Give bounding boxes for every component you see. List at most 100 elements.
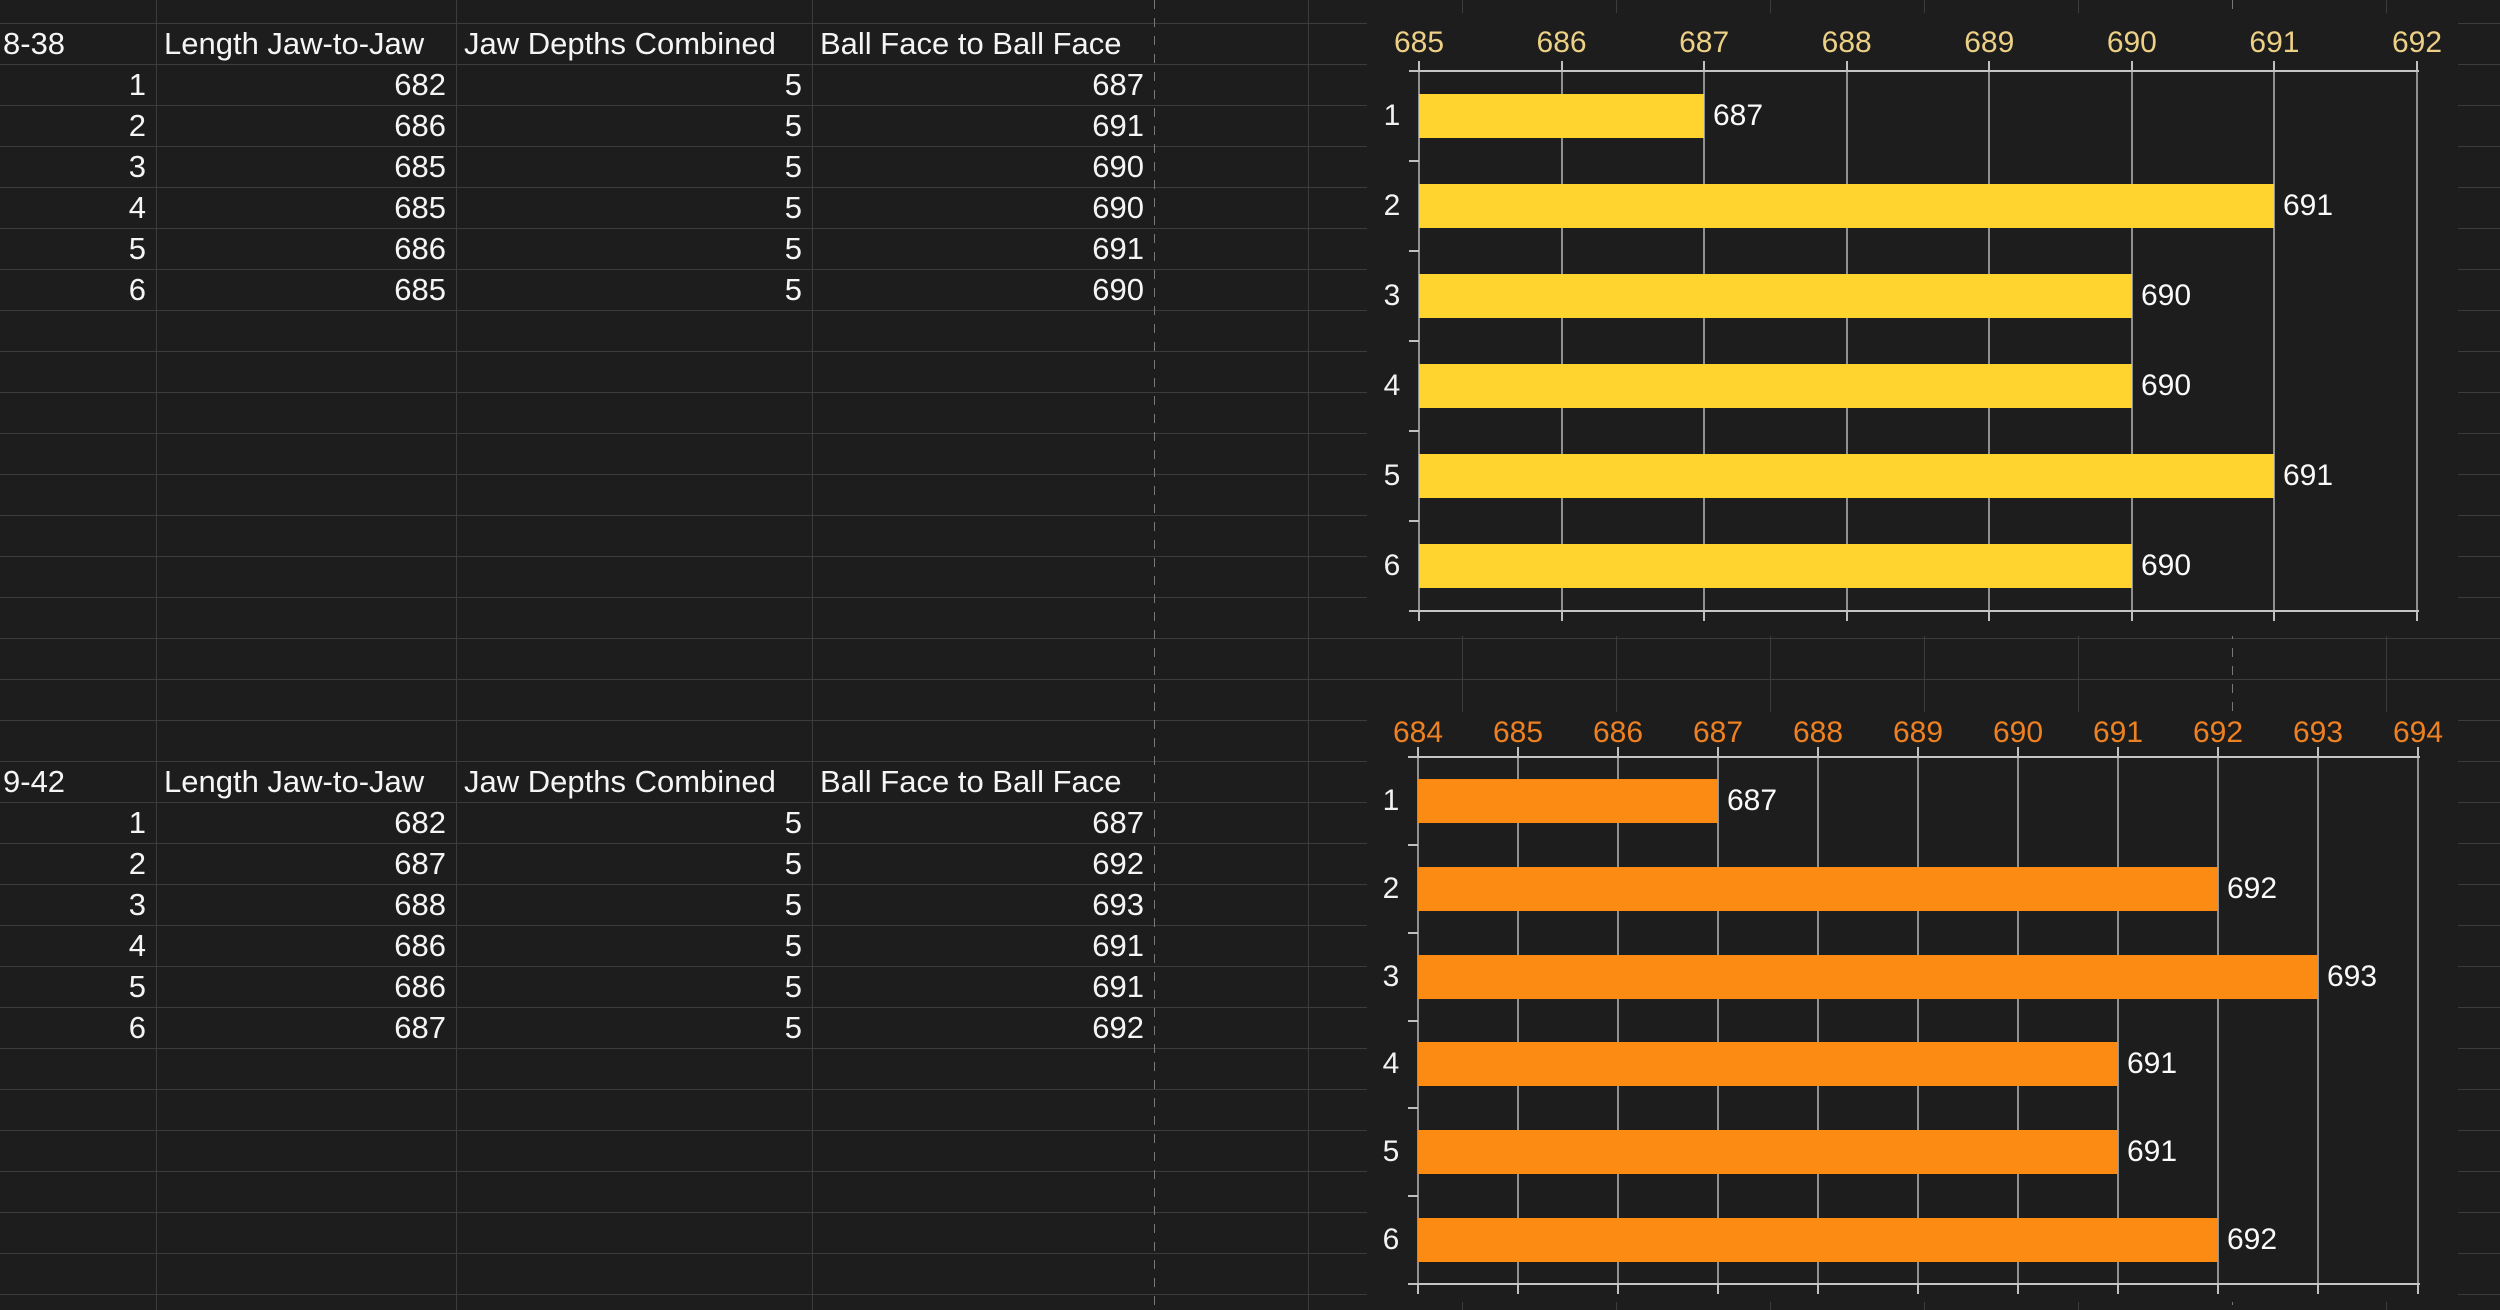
bar-value-label: 690: [2141, 279, 2192, 312]
grid-line: [0, 1294, 2500, 1295]
chart-grid-line: [2416, 71, 2418, 611]
y-axis-tick: [1408, 931, 1418, 934]
cell[interactable]: 5: [784, 928, 802, 963]
x-axis-tick: [1703, 611, 1706, 621]
cell[interactable]: 5: [784, 272, 802, 307]
cell[interactable]: 6: [128, 272, 146, 307]
x-axis-line: [1419, 70, 2419, 72]
cell[interactable]: 685: [394, 272, 446, 307]
cell[interactable]: 5: [128, 231, 146, 266]
bar-category-5[interactable]: [1418, 1130, 2118, 1174]
cell[interactable]: 691: [1092, 928, 1144, 963]
cell[interactable]: 685: [394, 149, 446, 184]
cell[interactable]: 687: [394, 1010, 446, 1045]
x-axis-tick: [1517, 1284, 1519, 1294]
cell[interactable]: 5: [128, 969, 146, 1004]
cell[interactable]: 691: [1092, 969, 1144, 1004]
grid-line: [1616, 0, 1617, 1310]
y-axis-tick: [1409, 430, 1419, 432]
bar-category-4[interactable]: [1418, 1042, 2118, 1086]
x-axis-tick-label: 690: [1992, 716, 2044, 749]
column-header[interactable]: Length Jaw-to-Jaw: [164, 26, 425, 61]
bar-category-6[interactable]: [1419, 544, 2132, 588]
cell[interactable]: 692: [1092, 1010, 1144, 1045]
cell[interactable]: 686: [394, 231, 446, 266]
cell[interactable]: 3: [128, 149, 146, 184]
cell[interactable]: 5: [784, 1010, 802, 1045]
grid-line: [0, 1212, 2500, 1213]
cell[interactable]: 5: [784, 231, 802, 266]
cell[interactable]: 682: [394, 67, 446, 102]
cell[interactable]: 686: [394, 969, 446, 1004]
grid-line: [0, 1130, 2500, 1131]
bar-category-3[interactable]: [1419, 274, 2132, 318]
column-header[interactable]: Ball Face to Ball Face: [820, 26, 1122, 61]
table-title[interactable]: 9-42: [3, 764, 66, 799]
category-label: 2: [1383, 189, 1401, 222]
cell[interactable]: 3: [128, 887, 146, 922]
bar-category-6[interactable]: [1418, 1218, 2218, 1262]
column-header[interactable]: Jaw Depths Combined: [464, 26, 776, 61]
cell[interactable]: 690: [1092, 149, 1144, 184]
bar-category-2[interactable]: [1418, 867, 2218, 911]
cell[interactable]: 1: [128, 67, 146, 102]
cell[interactable]: 693: [1092, 887, 1144, 922]
cell[interactable]: 690: [1092, 190, 1144, 225]
bar-category-5[interactable]: [1419, 454, 2274, 498]
bar-category-2[interactable]: [1419, 184, 2274, 228]
category-label: 1: [1382, 783, 1400, 817]
x-axis-tick: [2017, 1284, 2019, 1294]
chart-grid-line: [2417, 757, 2419, 1284]
grid-line: [0, 269, 2500, 270]
cell[interactable]: 6: [128, 1010, 146, 1045]
chart-grid-line: [1617, 757, 1619, 1284]
category-label: 5: [1383, 459, 1401, 492]
cell[interactable]: 4: [128, 928, 146, 963]
bar-category-1[interactable]: [1418, 779, 1718, 823]
cell[interactable]: 688: [394, 887, 446, 922]
cell[interactable]: 5: [784, 190, 802, 225]
bar-chart-bottom[interactable]: 684 685 686 687 688 689 690 691 692 693 694 1 687 2 69…: [1367, 712, 2458, 1302]
x-axis-tick: [2117, 747, 2119, 757]
table-title[interactable]: 8-38: [3, 26, 66, 61]
cell[interactable]: 2: [128, 846, 146, 881]
cell[interactable]: 4: [128, 190, 146, 225]
x-axis-tick: [1988, 611, 1991, 621]
cell[interactable]: 687: [394, 846, 446, 881]
cell[interactable]: 686: [394, 928, 446, 963]
cell[interactable]: 5: [784, 887, 802, 922]
cell[interactable]: 692: [1092, 846, 1144, 881]
x-axis-tick: [2273, 611, 2276, 621]
cell[interactable]: 5: [784, 846, 802, 881]
cell[interactable]: 1: [128, 805, 146, 840]
cell[interactable]: 687: [1092, 67, 1144, 102]
grid-line: [0, 925, 2500, 926]
bar-chart-top[interactable]: 685 686 687 688 689 690 691 692 1 687 2 691 3 690 4 690…: [1367, 13, 2458, 636]
y-axis-tick: [1408, 1283, 1418, 1285]
bar-value-label: 690: [2141, 549, 2192, 582]
cell[interactable]: 691: [1092, 108, 1144, 143]
y-axis-tick: [1409, 520, 1419, 522]
column-header[interactable]: Jaw Depths Combined: [464, 764, 776, 799]
bar-value-label: 690: [2141, 369, 2192, 402]
column-header[interactable]: Ball Face to Ball Face: [820, 764, 1122, 799]
cell[interactable]: 685: [394, 190, 446, 225]
cell[interactable]: 5: [784, 67, 802, 102]
cell[interactable]: 682: [394, 805, 446, 840]
cell[interactable]: 686: [394, 108, 446, 143]
cell[interactable]: 5: [784, 108, 802, 143]
column-header[interactable]: Length Jaw-to-Jaw: [164, 764, 425, 799]
cell[interactable]: 691: [1092, 231, 1144, 266]
cell[interactable]: 687: [1092, 805, 1144, 840]
bar-category-3[interactable]: [1418, 955, 2318, 999]
cell[interactable]: 690: [1092, 272, 1144, 307]
grid-line: [0, 761, 2500, 762]
bar-category-4[interactable]: [1419, 364, 2132, 408]
cell[interactable]: 5: [784, 805, 802, 840]
bar-category-1[interactable]: [1419, 94, 1704, 138]
cell[interactable]: 2: [128, 108, 146, 143]
cell[interactable]: 5: [784, 969, 802, 1004]
cell[interactable]: 5: [784, 149, 802, 184]
x-axis-tick-label: 688: [1792, 716, 1844, 749]
y-axis-tick: [1409, 250, 1419, 252]
